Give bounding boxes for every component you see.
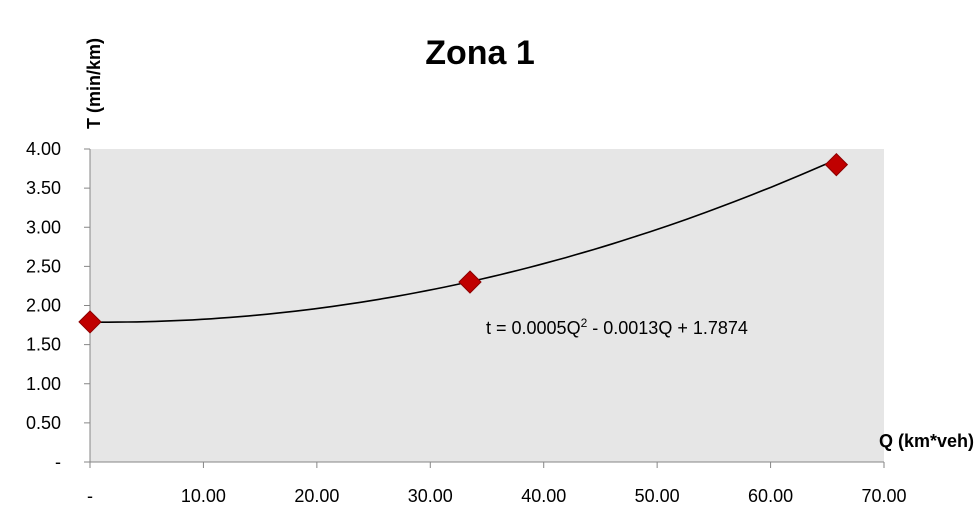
- x-tick-label: 10.00: [181, 486, 226, 506]
- trendline-equation-sup: 2: [581, 316, 588, 330]
- y-tick-label: 3.50: [26, 178, 61, 198]
- y-tick-label: 1.00: [26, 374, 61, 394]
- trendline-equation-text: t = 0.0005Q: [486, 318, 581, 338]
- x-tick-label: -: [87, 486, 93, 506]
- y-tick-label: 0.50: [26, 413, 61, 433]
- y-tick-label: 2.00: [26, 296, 61, 316]
- trendline-equation-rest: - 0.0013Q + 1.7874: [587, 318, 748, 338]
- y-tick-label: 3.00: [26, 217, 61, 237]
- y-axis-label: T (min/km): [84, 38, 104, 129]
- x-tick-label: 50.00: [635, 486, 680, 506]
- data-points: [78, 152, 849, 334]
- x-axis-label: Q (km*veh): [879, 431, 974, 451]
- y-axis-ticks: - 0.50 1.00 1.50 2.00 2.50 3.00 3.50 4.00: [26, 139, 90, 472]
- x-tick-label: 20.00: [294, 486, 339, 506]
- chart-title: Zona 1: [425, 34, 535, 72]
- y-tick-label: 1.50: [26, 335, 61, 355]
- trendline-equation: t = 0.0005Q2 - 0.0013Q + 1.7874: [486, 316, 748, 338]
- y-tick-label: 2.50: [26, 256, 61, 276]
- data-point: [78, 310, 102, 334]
- y-tick-label: -: [55, 452, 61, 472]
- x-tick-label: 70.00: [861, 486, 906, 506]
- x-tick-label: 40.00: [521, 486, 566, 506]
- x-tick-label: 30.00: [408, 486, 453, 506]
- x-tick-label: 60.00: [748, 486, 793, 506]
- y-tick-label: 4.00: [26, 139, 61, 159]
- data-point: [824, 152, 849, 177]
- plot-area: [90, 149, 884, 462]
- x-axis-ticks: - 10.00 20.00 30.00 40.00 50.00 60.00 70.00: [87, 462, 907, 506]
- data-point: [458, 270, 482, 294]
